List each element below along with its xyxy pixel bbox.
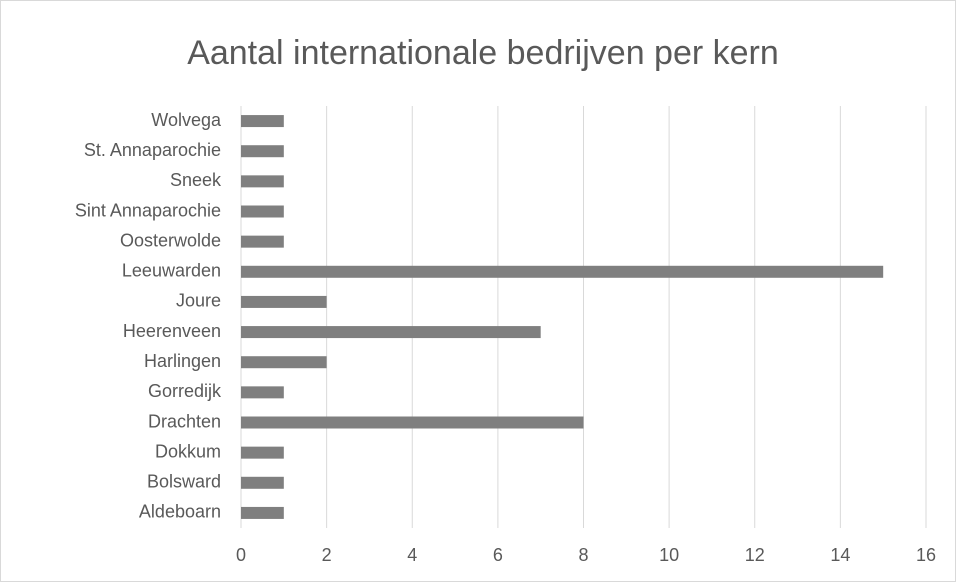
x-tick-label: 2 <box>322 545 332 565</box>
y-tick-label: Sneek <box>170 170 222 190</box>
y-tick-label: Sint Annaparochie <box>75 200 221 220</box>
y-tick-label: Gorredijk <box>148 381 222 401</box>
y-tick-label: Aldeboarn <box>139 502 221 522</box>
bar <box>241 356 327 369</box>
y-tick-label: Harlingen <box>144 351 221 371</box>
bar <box>241 476 284 489</box>
y-tick-label: Dokkum <box>155 441 221 461</box>
y-tick-label: Wolvega <box>151 110 222 130</box>
x-tick-label: 10 <box>659 545 679 565</box>
y-tick-label: Heerenveen <box>123 321 221 341</box>
bar <box>241 235 284 248</box>
x-tick-label: 4 <box>407 545 417 565</box>
bar <box>241 175 284 188</box>
y-tick-label: Bolsward <box>147 472 221 492</box>
y-tick-label: Joure <box>176 291 221 311</box>
chart-title: Aantal internationale bedrijven per kern <box>187 34 779 72</box>
x-tick-label: 0 <box>236 545 246 565</box>
bar <box>241 416 584 429</box>
y-tick-label: Leeuwarden <box>122 261 221 281</box>
x-tick-label: 14 <box>830 545 850 565</box>
bar <box>241 145 284 158</box>
bar <box>241 506 284 519</box>
bar <box>241 205 284 218</box>
x-tick-label: 6 <box>493 545 503 565</box>
y-tick-label: Oosterwolde <box>120 230 221 250</box>
bar <box>241 446 284 459</box>
bar <box>241 326 541 339</box>
bar <box>241 386 284 399</box>
bar <box>241 295 327 308</box>
y-tick-label: St. Annaparochie <box>84 140 221 160</box>
bar <box>241 265 884 278</box>
x-tick-label: 16 <box>916 545 936 565</box>
x-tick-label: 12 <box>745 545 765 565</box>
x-tick-label: 8 <box>578 545 588 565</box>
bar <box>241 115 284 128</box>
y-tick-label: Drachten <box>148 411 221 431</box>
